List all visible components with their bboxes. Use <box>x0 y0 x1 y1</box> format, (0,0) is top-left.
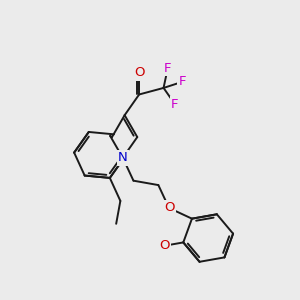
Text: O: O <box>164 202 174 214</box>
Text: F: F <box>164 62 171 75</box>
Text: O: O <box>159 239 170 252</box>
Text: F: F <box>171 98 178 111</box>
Text: F: F <box>178 75 186 88</box>
Text: N: N <box>118 151 128 164</box>
Text: O: O <box>134 67 144 80</box>
